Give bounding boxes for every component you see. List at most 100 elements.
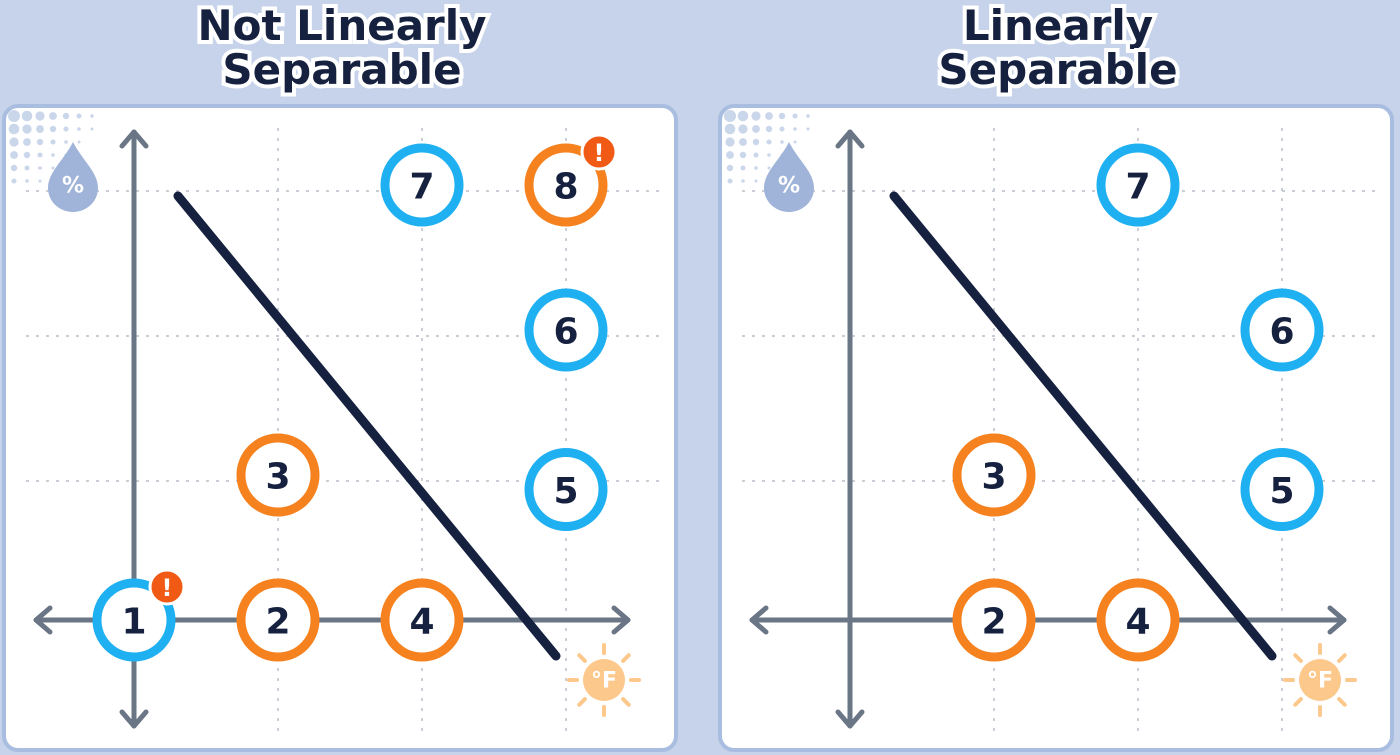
- halftone-dot: [64, 140, 68, 144]
- data-point-ring: [92, 578, 176, 662]
- halftone-decoration: [724, 110, 810, 184]
- halftone-dot: [765, 112, 773, 120]
- data-point-ring: [524, 448, 608, 531]
- halftone-dot: [780, 140, 784, 144]
- warning-mark: !: [162, 574, 173, 602]
- halftone-dot: [752, 138, 760, 146]
- warning-mark: !: [594, 139, 605, 167]
- data-point-label: 6: [1269, 312, 1294, 353]
- halftone-dot: [727, 178, 733, 184]
- halftone-dot: [25, 179, 29, 183]
- data-point-ring: [1240, 288, 1324, 372]
- data-point-label: 3: [981, 457, 1006, 498]
- data-point: 5: [524, 448, 608, 531]
- data-point-label: 4: [1125, 602, 1150, 643]
- halftone-dot: [90, 114, 94, 118]
- halftone-dot: [76, 113, 82, 119]
- halftone-dot: [767, 166, 771, 170]
- water-drop-percent-icon: %: [48, 142, 98, 212]
- halftone-dot: [10, 164, 18, 172]
- title-line-1: Not Linearly: [193, 0, 490, 52]
- temperature-symbol: °F: [591, 669, 617, 694]
- halftone-dot: [739, 151, 747, 159]
- halftone-dot: [51, 153, 55, 157]
- grid: [26, 128, 666, 738]
- data-point: 7: [1096, 143, 1180, 227]
- halftone-dot: [766, 139, 772, 145]
- data-point-ring: [236, 578, 320, 662]
- halftone-dot: [740, 165, 746, 171]
- halftone-dot: [77, 127, 81, 131]
- halftone-dot: [22, 124, 32, 134]
- sun-ray: [1293, 653, 1303, 663]
- data-point: 6: [1240, 288, 1324, 372]
- y-axis-arrow-down: [835, 709, 865, 729]
- y-axis-arrow-up: [835, 129, 865, 149]
- sun-ray: [1337, 653, 1347, 663]
- data-point-label: 7: [409, 167, 434, 208]
- warning-badge: [148, 568, 186, 606]
- sun-ray: [577, 653, 587, 663]
- halftone-dot: [49, 125, 57, 133]
- sun-ray: [621, 653, 631, 663]
- halftone-dot: [23, 138, 31, 146]
- halftone-dot: [35, 111, 45, 121]
- x-axis-arrow-right: [611, 605, 631, 635]
- title-line-2: Separable: [218, 44, 465, 96]
- data-point-ring: [524, 288, 608, 372]
- halftone-dot: [751, 111, 761, 121]
- halftone-dot: [77, 140, 81, 144]
- scatter-panel-left: % °F 1! 2 3 4 5 6 7 8!: [2, 104, 678, 752]
- temperature-symbol: °F: [1307, 669, 1333, 694]
- sun-fahrenheit-icon: °F: [567, 643, 641, 717]
- sun-ray: [621, 697, 631, 707]
- halftone-dot: [726, 151, 734, 159]
- drop-shape: [48, 142, 98, 212]
- sun-ray: [1337, 697, 1347, 707]
- scatter-plot-left: % °F 1! 2 3 4 5 6 7 8!: [8, 110, 666, 738]
- halftone-dot: [8, 123, 20, 135]
- data-point: 2: [236, 578, 320, 662]
- halftone-dot: [36, 125, 44, 133]
- exclamation-badge-icon: !: [148, 568, 186, 606]
- halftone-dot: [793, 127, 797, 131]
- exclamation-badge-icon: !: [580, 133, 618, 171]
- drop-shape: [764, 142, 814, 212]
- data-point-ring: [524, 143, 608, 227]
- data-point-label: 2: [981, 602, 1006, 643]
- halftone-dot: [753, 152, 759, 158]
- data-point-ring: [1240, 448, 1324, 531]
- data-point: 6: [524, 288, 608, 372]
- data-point-ring: [1096, 143, 1180, 227]
- halftone-dot: [806, 114, 810, 118]
- halftone-dot: [63, 126, 69, 132]
- data-point-label: 7: [1125, 167, 1150, 208]
- sun-disc: [1299, 659, 1341, 701]
- halftone-dot: [8, 110, 20, 122]
- grid: [742, 128, 1382, 738]
- halftone-dot: [50, 139, 56, 145]
- halftone-dot: [754, 166, 758, 170]
- halftone-dot: [739, 138, 747, 146]
- halftone-dot: [737, 110, 749, 122]
- halftone-decoration: [8, 110, 94, 184]
- humidity-symbol: %: [62, 174, 84, 199]
- warning-badge: [580, 133, 618, 171]
- data-point-ring: [1096, 578, 1180, 662]
- halftone-dot: [765, 125, 773, 133]
- data-point-label: 3: [265, 457, 290, 498]
- halftone-dot: [752, 125, 760, 133]
- panel-title-right: Linearly Separable: [828, 0, 1288, 96]
- data-point-label: 2: [265, 602, 290, 643]
- data-point: 4: [1096, 578, 1180, 662]
- data-point: 1!: [92, 568, 186, 662]
- halftone-dot: [51, 166, 55, 170]
- halftone-dot: [806, 127, 810, 131]
- title-line-1: Linearly: [959, 0, 1157, 52]
- sun-fahrenheit-icon: °F: [1283, 643, 1357, 717]
- halftone-dot: [24, 165, 30, 171]
- halftone-dot: [767, 153, 771, 157]
- halftone-dot: [793, 140, 797, 144]
- halftone-dot: [725, 137, 735, 147]
- y-axis-arrow-down: [119, 709, 149, 729]
